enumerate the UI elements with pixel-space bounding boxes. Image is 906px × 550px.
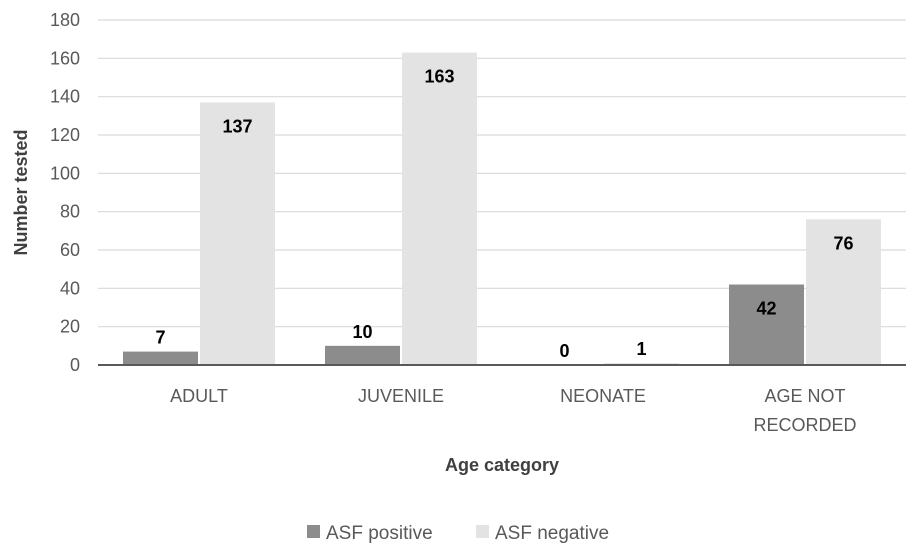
bar-positive <box>123 351 198 365</box>
bar-positive <box>729 284 804 365</box>
x-category-label: ADULT <box>170 386 228 406</box>
legend-label: ASF negative <box>495 523 609 544</box>
x-axis-categories: ADULT JUVENILE NEONATE AGE NOT RECORDED <box>170 386 856 435</box>
x-category-label: NEONATE <box>560 386 646 406</box>
y-tick-label: 60 <box>60 240 80 260</box>
data-labels: 7 137 10 163 0 1 42 76 <box>155 67 853 361</box>
legend-swatch <box>307 525 320 538</box>
data-label: 10 <box>352 322 372 342</box>
bars <box>123 52 881 366</box>
data-label: 137 <box>222 116 252 136</box>
data-label: 0 <box>559 341 569 361</box>
x-category-label: JUVENILE <box>358 386 444 406</box>
y-tick-label: 80 <box>60 202 80 222</box>
y-tick-label: 180 <box>50 10 80 30</box>
y-tick-label: 140 <box>50 87 80 107</box>
bar-negative <box>402 52 477 365</box>
legend: ASF positive ASF negative <box>307 523 609 544</box>
x-axis-title: Age category <box>445 455 559 475</box>
x-category-label: AGE NOT <box>764 386 845 406</box>
x-category-label: RECORDED <box>753 415 856 435</box>
y-tick-label: 160 <box>50 48 80 68</box>
y-tick-label: 100 <box>50 163 80 183</box>
y-axis-ticks: 0 20 40 60 80 100 120 140 160 180 <box>50 10 80 375</box>
data-label: 1 <box>636 339 646 359</box>
bar-negative <box>200 102 275 366</box>
y-tick-label: 20 <box>60 317 80 337</box>
legend-swatch <box>476 525 489 538</box>
data-label: 76 <box>833 233 853 253</box>
y-tick-label: 40 <box>60 278 80 298</box>
bar-positive <box>325 345 400 365</box>
data-label: 163 <box>424 67 454 87</box>
y-tick-label: 0 <box>70 355 80 375</box>
data-label: 42 <box>756 299 776 319</box>
legend-label: ASF positive <box>326 523 433 544</box>
y-axis-title: Number tested <box>11 129 31 255</box>
data-label: 7 <box>155 328 165 348</box>
bar-negative <box>806 219 881 365</box>
y-tick-label: 120 <box>50 125 80 145</box>
